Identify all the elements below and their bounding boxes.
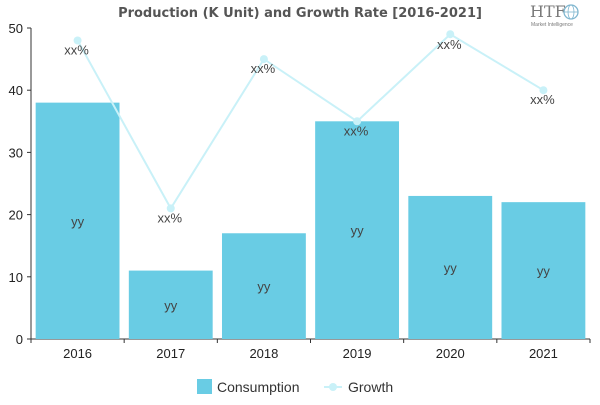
bar [128,270,213,339]
growth-data-label: xx% [344,123,369,138]
y-tick-label: 0 [16,332,23,347]
growth-series-line [76,32,544,211]
bar-data-label: yy [351,223,365,238]
legend-label-growth: Growth [348,379,393,395]
logo-subtitle: Market Intelligence [531,22,573,28]
bar-data-label: yy [444,260,458,275]
x-tick-label: 2018 [249,346,278,361]
legend-marker-growth [329,383,337,391]
bars [35,102,586,339]
x-tick-label: 2019 [343,346,372,361]
x-tick-label: 2021 [529,346,558,361]
x-tick-label: 2017 [156,346,185,361]
legend-swatch-consumption [197,379,212,394]
growth-point [259,55,268,64]
logo-text: HTF [530,2,566,21]
growth-data-label: xx% [530,92,555,107]
bar [221,233,306,339]
x-tick-label: 2016 [63,346,92,361]
y-tick-label: 50 [9,21,23,36]
bar-labels: yy yy yy yy yy yy [71,214,550,313]
bar-data-label: yy [164,298,178,313]
bar [315,121,400,339]
point-labels: xx% xx% xx% xx% xx% xx% [64,37,555,225]
globe-icon [563,4,579,20]
legend: Consumption Growth [197,379,393,395]
bar [35,102,120,339]
growth-data-label: xx% [64,42,89,57]
bar-data-label: yy [71,214,85,229]
bar-data-label: yy [257,279,271,294]
growth-point [353,117,362,126]
legend-label-consumption: Consumption [217,379,300,395]
growth-data-label: xx% [251,61,276,76]
htf-logo: HTF Market Intelligence [530,2,579,28]
growth-point [539,86,548,95]
y-tick-label: 20 [9,208,23,223]
y-tick-label: 30 [9,145,23,160]
growth-point [73,36,82,45]
y-tick-label: 10 [9,270,23,285]
x-tick-label: 2020 [436,346,465,361]
growth-data-label: xx% [437,37,462,52]
y-tick-label: 40 [9,83,23,98]
growth-point [166,204,175,213]
growth-point [446,30,455,39]
bar [501,202,586,339]
axes: 0 10 20 30 40 50 2016 2017 2018 2019 2020 2021 [9,21,591,361]
chart-title: Production (K Unit) and Growth Rate [201… [118,6,482,21]
bar-data-label: yy [537,264,551,279]
growth-line [73,30,548,213]
bar [408,195,493,339]
growth-data-label: xx% [157,210,182,225]
